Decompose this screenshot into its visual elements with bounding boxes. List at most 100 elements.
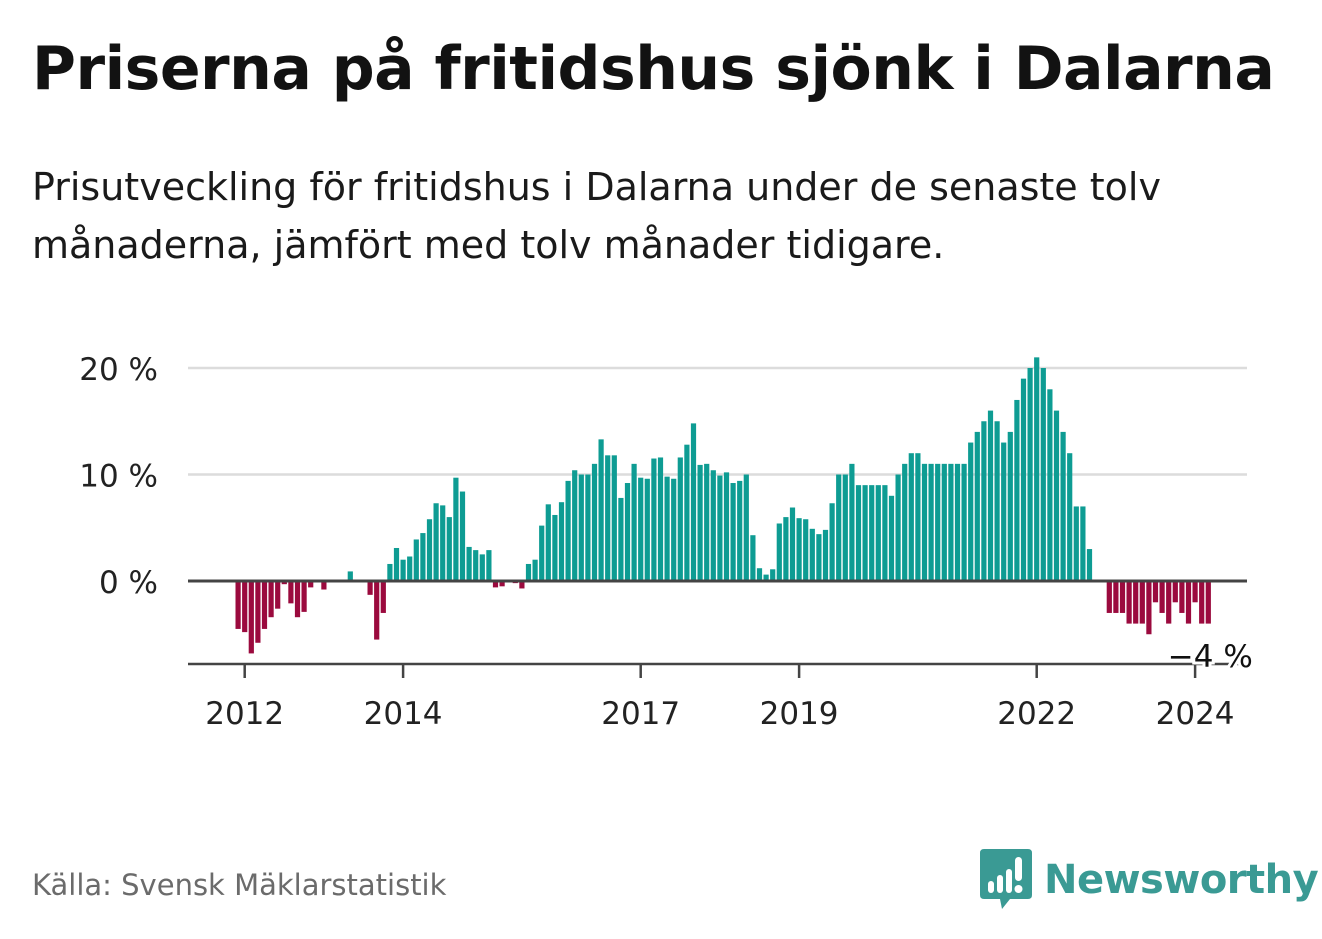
bar <box>704 463 710 581</box>
bar <box>717 475 723 581</box>
bar <box>1027 368 1033 581</box>
bar <box>288 581 294 604</box>
bar <box>657 457 664 581</box>
bar <box>677 457 683 581</box>
bar <box>697 464 703 581</box>
bar <box>1146 581 1152 635</box>
bar <box>631 463 637 581</box>
bar <box>426 519 433 581</box>
bar <box>367 581 373 595</box>
bar <box>1133 581 1139 624</box>
x-tick-label: 2017 <box>601 696 680 732</box>
bar <box>941 463 947 581</box>
bar <box>651 458 657 581</box>
bar <box>1106 581 1112 613</box>
bar <box>1020 378 1027 581</box>
bar <box>723 472 730 581</box>
bar <box>783 517 789 581</box>
bar <box>413 539 419 581</box>
bar <box>954 463 961 581</box>
bar <box>453 477 459 581</box>
bar <box>1080 506 1086 581</box>
bar <box>796 518 802 581</box>
bar <box>750 535 756 581</box>
bar <box>446 517 452 581</box>
bar <box>644 478 650 581</box>
bar <box>565 480 571 581</box>
bar <box>987 410 994 581</box>
bar <box>895 474 901 581</box>
bar <box>803 519 809 581</box>
bar <box>255 581 261 643</box>
bar <box>532 559 538 581</box>
bar <box>836 474 842 581</box>
bar <box>486 550 492 581</box>
brand-name: Newsworthy <box>1044 857 1319 903</box>
bar <box>1086 549 1093 581</box>
bar <box>842 474 848 581</box>
bar <box>611 455 617 581</box>
bar <box>1073 506 1079 581</box>
bar <box>387 563 393 581</box>
bar <box>809 528 815 581</box>
bar <box>1014 399 1020 581</box>
bar <box>519 581 525 589</box>
bar <box>598 439 604 581</box>
bar <box>578 474 584 581</box>
bar <box>1034 357 1040 581</box>
bar <box>479 554 485 581</box>
bar <box>572 470 578 581</box>
x-tick-label: 2012 <box>205 696 284 732</box>
bar <box>235 581 241 629</box>
bar <box>928 463 934 581</box>
bar <box>789 507 796 581</box>
brand-logo[interactable]: Newsworthy <box>980 849 1319 910</box>
bar <box>1159 581 1165 613</box>
bar <box>1185 581 1192 624</box>
bar <box>308 581 314 588</box>
bar <box>1172 581 1178 603</box>
bar <box>466 546 472 581</box>
bar <box>671 478 677 581</box>
bar <box>763 574 769 581</box>
bar <box>248 581 254 654</box>
bar <box>420 533 426 581</box>
bar <box>459 491 466 581</box>
bar <box>638 477 644 581</box>
bar <box>261 581 268 629</box>
bar <box>816 534 822 581</box>
bar <box>347 571 353 581</box>
bar <box>400 559 406 581</box>
bar <box>776 523 782 581</box>
bar <box>1199 581 1205 624</box>
bar <box>908 453 914 581</box>
bar <box>730 483 736 581</box>
x-tick-label: 2019 <box>760 696 839 732</box>
bar <box>473 550 479 581</box>
bar <box>492 581 499 588</box>
bar <box>1166 581 1172 624</box>
bar <box>948 463 954 581</box>
bar <box>1001 442 1007 581</box>
bar <box>822 529 829 581</box>
bar <box>737 480 743 581</box>
bar <box>981 421 987 581</box>
y-tick-label: 0 % <box>99 565 158 601</box>
bar <box>1192 581 1198 603</box>
bar <box>664 476 670 581</box>
source-note: Källa: Svensk Mäklarstatistik <box>32 868 447 902</box>
bar <box>1113 581 1119 613</box>
bar <box>968 442 974 581</box>
bar <box>855 485 862 581</box>
bar <box>1119 581 1126 613</box>
bar <box>525 563 532 581</box>
chart-title: Priserna på fritidshus sjönk i Dalarna <box>32 34 1275 104</box>
bar <box>545 504 551 581</box>
bar <box>1060 431 1066 581</box>
bar <box>1179 581 1185 613</box>
bar <box>935 463 941 581</box>
bar <box>321 581 327 590</box>
bar <box>862 485 868 581</box>
bar <box>618 497 624 581</box>
bar <box>1205 581 1211 624</box>
